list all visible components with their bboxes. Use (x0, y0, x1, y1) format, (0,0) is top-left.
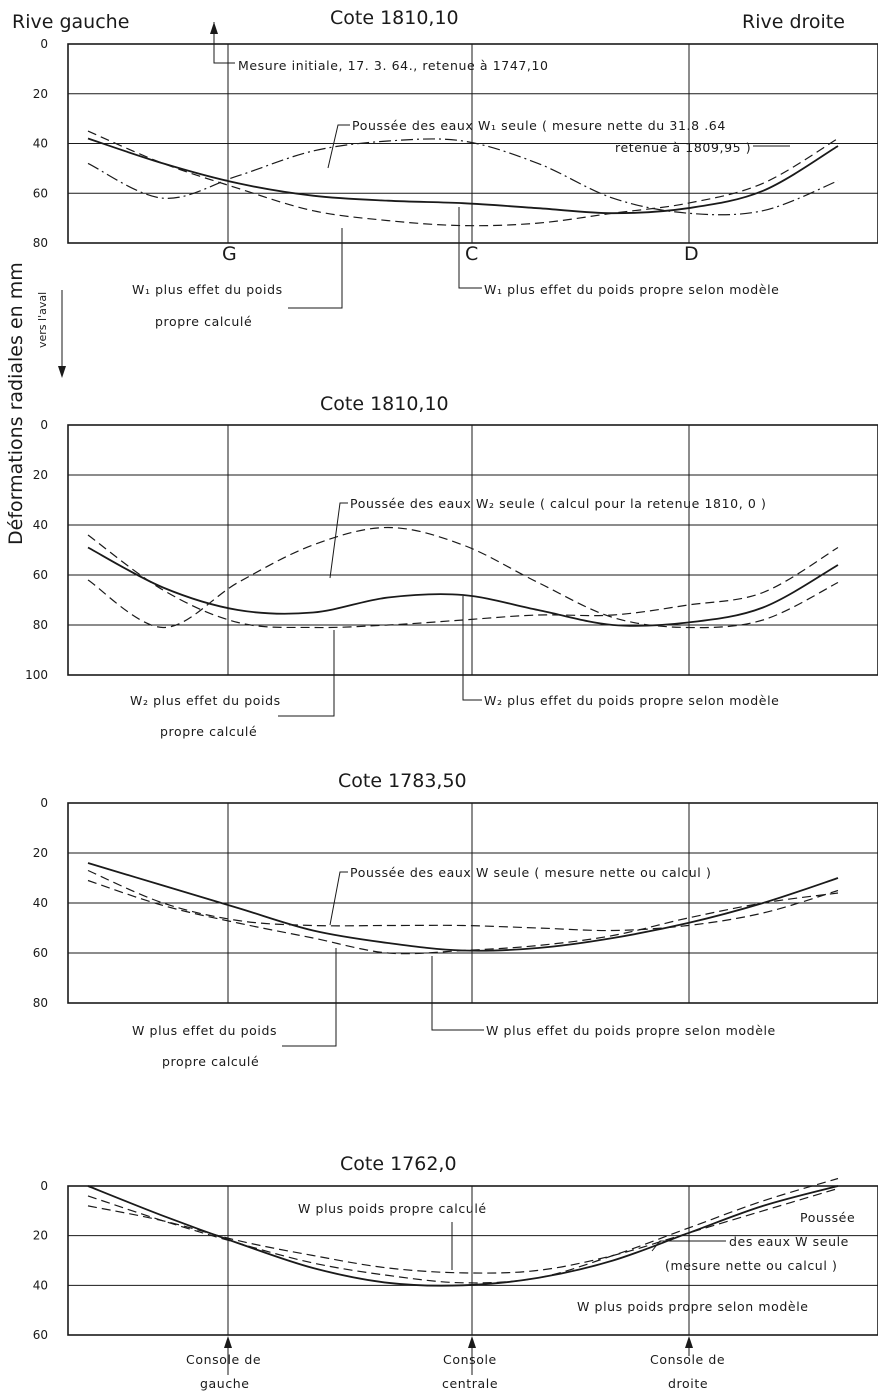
series-line-1-dashed (87, 526, 839, 629)
console-right-line2: droite (668, 1376, 708, 1391)
direction-arrowhead (58, 366, 66, 378)
y-tick-label: 40 (33, 137, 48, 151)
series-line-3-dashed (87, 130, 839, 227)
leader-initial-measure-arrowhead (210, 22, 218, 34)
annotation-w3-calc-line2: propre calculé (162, 1054, 259, 1069)
y-tick-label: 40 (33, 896, 48, 910)
console-right-line1: Console de (650, 1352, 725, 1367)
annotation-w4-alone-line3: (mesure nette ou calcul ) (665, 1258, 837, 1273)
console-center-line2: centrale (442, 1376, 498, 1391)
y-tick-label: 80 (33, 236, 48, 250)
y-tick-label: 0 (40, 1179, 48, 1193)
series-line-1-dashed (87, 869, 839, 932)
annotation-w2-alone: Poussée des eaux W₂ seule ( calcul pour … (350, 496, 766, 511)
right-bank-label: Rive droite (742, 11, 845, 33)
chart-panel-4: 0 20 40 60 (33, 1177, 878, 1342)
plot-frame (67, 424, 878, 676)
y-tick-label: 100 (25, 668, 48, 682)
y-tick-label: 60 (33, 1328, 48, 1342)
annotation-w4-alone-line2: des eaux W seule (729, 1234, 849, 1249)
y-tick-label: 0 (40, 37, 48, 51)
console-center-line1: Console (443, 1352, 497, 1367)
leader-initial-measure (213, 22, 235, 64)
series-line-3-dashed (87, 1187, 839, 1274)
annotation-w2-calc-line1: W₂ plus effet du poids (130, 693, 281, 708)
leader-w2-model (462, 596, 482, 701)
leader-w1-model (458, 207, 482, 289)
section-c-label: C (465, 243, 478, 265)
chart-1-title: Cote 1810,10 (330, 7, 459, 29)
y-tick-label: 60 (33, 186, 48, 200)
annotation-w4-alone-line1: Poussée (800, 1210, 855, 1225)
console-center-arrowhead (468, 1336, 476, 1348)
leader-w2-calc (278, 630, 335, 717)
console-left-arrowhead (224, 1336, 232, 1348)
annotation-w1-calc-line1: W₁ plus effet du poids (132, 282, 283, 297)
y-tick-label: 0 (40, 418, 48, 432)
annotation-w2-calc-line2: propre calculé (160, 724, 257, 739)
series-line-2-solid (87, 137, 839, 215)
section-g-label: G (222, 243, 237, 265)
section-d-label: D (684, 243, 699, 265)
leader-w3-calc (282, 948, 337, 1047)
y-tick-label: 40 (33, 518, 48, 532)
annotation-w1-calc-line2: propre calculé (155, 314, 252, 329)
annotation-w4-calc: W plus poids propre calculé (298, 1201, 487, 1216)
annotation-w1-model: W₁ plus effet du poids propre selon modè… (484, 282, 779, 297)
chart-2-title: Cote 1810,10 (320, 393, 449, 415)
y-tick-label: 20 (33, 1229, 48, 1243)
y-tick-label: 0 (40, 796, 48, 810)
series-line-2-solid (87, 546, 839, 627)
y-tick-label: 60 (33, 568, 48, 582)
leader-w1-calc (288, 228, 343, 309)
y-tick-label: 20 (33, 468, 48, 482)
y-tick-label: 40 (33, 1278, 48, 1292)
console-left-line1: Console de (186, 1352, 261, 1367)
annotation-w1-alone: Poussée des eaux W₁ seule ( mesure nette… (352, 118, 726, 133)
series-line-2-dashed (87, 1177, 839, 1284)
plot-frame (67, 1185, 878, 1336)
leader-w1-alone (327, 124, 350, 169)
y-tick-label: 20 (33, 87, 48, 101)
chart-panel-2: 0 20 40 60 80 100 (25, 418, 878, 682)
console-left-line2: gauche (200, 1376, 250, 1391)
chart-4-title: Cote 1762,0 (340, 1153, 457, 1175)
y-axis-label: Déformations radiales en mm (5, 262, 27, 545)
leader-w3-alone (329, 871, 348, 926)
leader-w4-alone (651, 1240, 726, 1252)
y-tick-label: 20 (33, 846, 48, 860)
annotation-w3-calc-line1: W plus effet du poids (132, 1023, 277, 1038)
y-tick-label: 60 (33, 946, 48, 960)
left-bank-label: Rive gauche (12, 11, 129, 33)
annotation-w2-model: W₂ plus effet du poids propre selon modè… (484, 693, 779, 708)
series-line-1-dashdot (87, 138, 839, 216)
leader-w3-model (431, 956, 484, 1031)
chart-panel-1: 0 20 40 60 80 (33, 37, 878, 250)
chart-panel-3: 0 20 40 60 80 (33, 796, 878, 1010)
annotation-w3-model: W plus effet du poids propre selon modèl… (486, 1023, 776, 1038)
annotation-initial-measure: Mesure initiale, 17. 3. 64., retenue à 1… (238, 58, 549, 73)
console-right-arrowhead (685, 1336, 693, 1348)
chart-3-title: Cote 1783,50 (338, 770, 467, 792)
y-tick-label: 80 (33, 996, 48, 1010)
annotation-w4-model: W plus poids propre selon modèle (577, 1299, 809, 1314)
y-tick-label: 80 (33, 618, 48, 632)
annotation-w1-reservoir: retenue à 1809,95 ) (615, 140, 751, 155)
leader-w2-alone (329, 502, 348, 579)
annotation-w3-alone: Poussée des eaux W seule ( mesure nette … (350, 865, 711, 880)
direction-label: vers l'aval (36, 292, 49, 348)
series-line-3-dashed (87, 879, 839, 955)
